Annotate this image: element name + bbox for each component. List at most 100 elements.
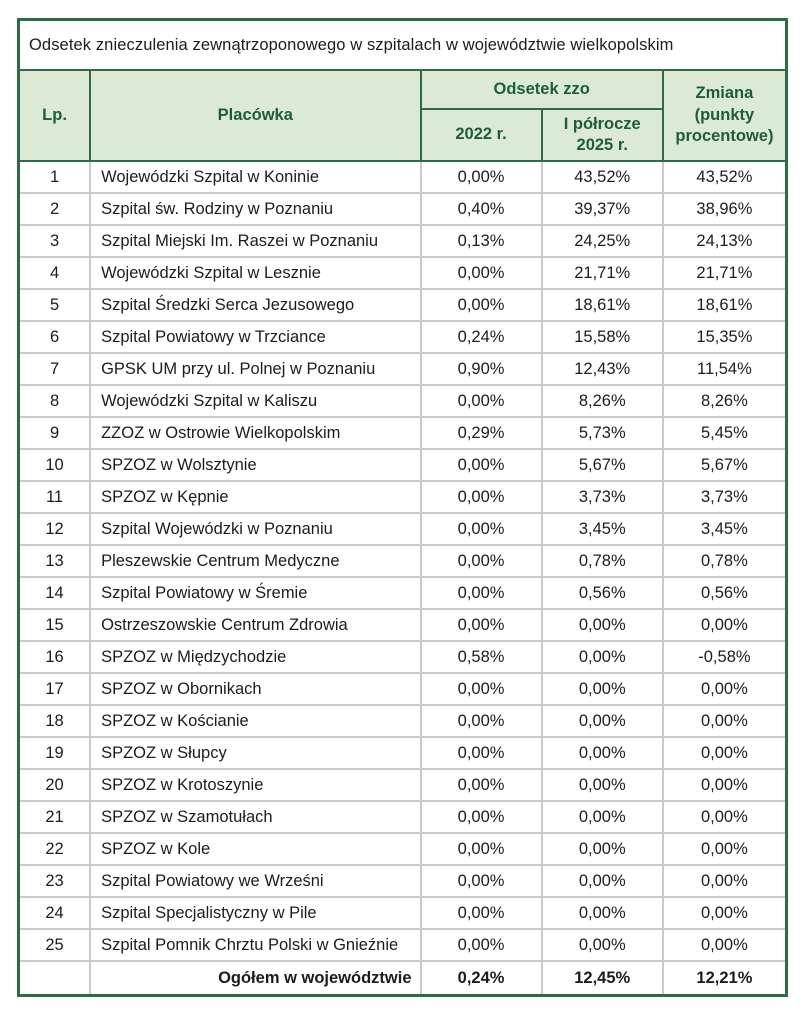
facility-cell: Szpital Powiatowy w Trzciance — [89, 320, 422, 354]
row-number-cell: 23 — [20, 864, 92, 898]
value-2025-cell: 8,26% — [540, 384, 664, 418]
change-cell: 11,54% — [661, 352, 785, 386]
change-cell: 0,00% — [661, 608, 785, 642]
table-row: 6 Szpital Powiatowy w Trzciance 0,24% 15… — [20, 320, 785, 354]
value-2025-cell: 0,00% — [540, 640, 664, 674]
facility-cell: Szpital Powiatowy we Wrześni — [89, 864, 422, 898]
facility-cell: SPZOZ w Kępnie — [89, 480, 422, 514]
facility-cell: SPZOZ w Międzychodzie — [89, 640, 422, 674]
value-2022-cell: 0,00% — [419, 896, 543, 930]
row-number-cell: 6 — [20, 320, 92, 354]
table-row: 3 Szpital Miejski Im. Raszei w Poznaniu … — [20, 224, 785, 258]
change-cell: 24,13% — [661, 224, 785, 258]
change-cell: 0,00% — [661, 800, 785, 834]
facility-cell: ZZOZ w Ostrowie Wielkopolskim — [89, 416, 422, 450]
value-2025-cell: 5,67% — [540, 448, 664, 482]
row-number-cell: 21 — [20, 800, 92, 834]
value-2022-cell: 0,00% — [419, 832, 543, 866]
row-number-cell: 18 — [20, 704, 92, 738]
table-row: 23 Szpital Powiatowy we Wrześni 0,00% 0,… — [20, 864, 785, 898]
facility-cell: SPZOZ w Krotoszynie — [89, 768, 422, 802]
table-row: 14 Szpital Powiatowy w Śremie 0,00% 0,56… — [20, 576, 785, 610]
value-2025-cell: 0,00% — [540, 928, 664, 962]
facility-cell: Szpital św. Rodziny w Poznaniu — [89, 192, 422, 226]
value-2022-cell: 0,90% — [419, 352, 543, 386]
facility-cell: Wojewódzki Szpital w Lesznie — [89, 256, 422, 290]
value-2022-cell: 0,00% — [419, 160, 543, 194]
row-number-cell: 7 — [20, 352, 92, 386]
value-2025-cell: 0,00% — [540, 608, 664, 642]
change-cell: 0,00% — [661, 928, 785, 962]
change-cell: 18,61% — [661, 288, 785, 322]
facility-cell: SPZOZ w Słupcy — [89, 736, 422, 770]
value-2022-cell: 0,00% — [419, 544, 543, 578]
row-number-cell: 25 — [20, 928, 92, 962]
table-footer: Ogółem w województwie 0,24% 12,45% 12,21… — [20, 960, 785, 994]
change-cell: 0,00% — [661, 672, 785, 706]
change-cell: 3,73% — [661, 480, 785, 514]
table-row: 15 Ostrzeszowskie Centrum Zdrowia 0,00% … — [20, 608, 785, 642]
change-cell: 0,00% — [661, 832, 785, 866]
table-row: 7 GPSK UM przy ul. Polnej w Poznaniu 0,9… — [20, 352, 785, 386]
column-group-header-odsetek-zzo: Odsetek zzo — [419, 71, 664, 110]
value-2022-cell: 0,00% — [419, 768, 543, 802]
change-cell: 21,71% — [661, 256, 785, 290]
total-label: Ogółem w województwie — [89, 960, 422, 994]
facility-cell: Szpital Powiatowy w Śremie — [89, 576, 422, 610]
facility-cell: SPZOZ w Kościanie — [89, 704, 422, 738]
value-2025-cell: 39,37% — [540, 192, 664, 226]
facility-cell: SPZOZ w Wolsztynie — [89, 448, 422, 482]
table-row: 1 Wojewódzki Szpital w Koninie 0,00% 43,… — [20, 160, 785, 194]
table-row: 4 Wojewódzki Szpital w Lesznie 0,00% 21,… — [20, 256, 785, 290]
facility-cell: GPSK UM przy ul. Polnej w Poznaniu — [89, 352, 422, 386]
column-header-2022: 2022 r. — [420, 108, 543, 162]
table-row: 16 SPZOZ w Międzychodzie 0,58% 0,00% -0,… — [20, 640, 785, 674]
row-number-cell: 15 — [20, 608, 92, 642]
value-2022-cell: 0,24% — [419, 320, 543, 354]
total-value-2022: 0,24% — [419, 960, 543, 994]
header-row-1: Lp. Placówka Odsetek zzo Zmiana (punkty … — [20, 71, 785, 162]
table-body: 1 Wojewódzki Szpital w Koninie 0,00% 43,… — [20, 160, 785, 962]
hospitals-table: Lp. Placówka Odsetek zzo Zmiana (punkty … — [20, 71, 785, 994]
row-number-cell: 13 — [20, 544, 92, 578]
value-2022-cell: 0,13% — [419, 224, 543, 258]
facility-cell: Wojewódzki Szpital w Koninie — [89, 160, 422, 194]
change-cell: 3,45% — [661, 512, 785, 546]
facility-cell: SPZOZ w Kole — [89, 832, 422, 866]
row-number-cell: 8 — [20, 384, 92, 418]
facility-cell: Wojewódzki Szpital w Kaliszu — [89, 384, 422, 418]
row-number-cell: 20 — [20, 768, 92, 802]
row-number-cell: 22 — [20, 832, 92, 866]
value-2022-cell: 0,00% — [419, 288, 543, 322]
change-cell: 0,00% — [661, 704, 785, 738]
column-header-facility: Placówka — [89, 71, 422, 162]
value-2025-cell: 5,73% — [540, 416, 664, 450]
row-number-cell: 3 — [20, 224, 92, 258]
value-2022-cell: 0,00% — [419, 928, 543, 962]
change-cell: 0,00% — [661, 864, 785, 898]
total-change: 12,21% — [661, 960, 785, 994]
table-row: 11 SPZOZ w Kępnie 0,00% 3,73% 3,73% — [20, 480, 785, 514]
value-2025-cell: 18,61% — [540, 288, 664, 322]
row-number-cell: 19 — [20, 736, 92, 770]
value-2025-cell: 43,52% — [540, 160, 664, 194]
change-cell: 38,96% — [661, 192, 785, 226]
table-header: Lp. Placówka Odsetek zzo Zmiana (punkty … — [20, 71, 785, 162]
value-2022-cell: 0,00% — [419, 480, 543, 514]
header-row-2: 2022 r. I półrocze 2025 r. — [20, 108, 785, 162]
value-2022-cell: 0,00% — [419, 864, 543, 898]
row-number-cell: 1 — [20, 160, 92, 194]
value-2025-cell: 0,00% — [540, 864, 664, 898]
change-cell: 5,45% — [661, 416, 785, 450]
table-row: 22 SPZOZ w Kole 0,00% 0,00% 0,00% — [20, 832, 785, 866]
facility-cell: Szpital Średzki Serca Jezusowego — [89, 288, 422, 322]
row-number-cell: 4 — [20, 256, 92, 290]
column-header-lp: Lp. — [20, 71, 92, 162]
value-2022-cell: 0,00% — [419, 704, 543, 738]
table-title: Odsetek znieczulenia zewnątrzoponowego w… — [20, 21, 785, 71]
table-row: 18 SPZOZ w Kościanie 0,00% 0,00% 0,00% — [20, 704, 785, 738]
value-2025-cell: 0,00% — [540, 672, 664, 706]
table-row: 13 Pleszewskie Centrum Medyczne 0,00% 0,… — [20, 544, 785, 578]
value-2022-cell: 0,29% — [419, 416, 543, 450]
value-2022-cell: 0,00% — [419, 800, 543, 834]
